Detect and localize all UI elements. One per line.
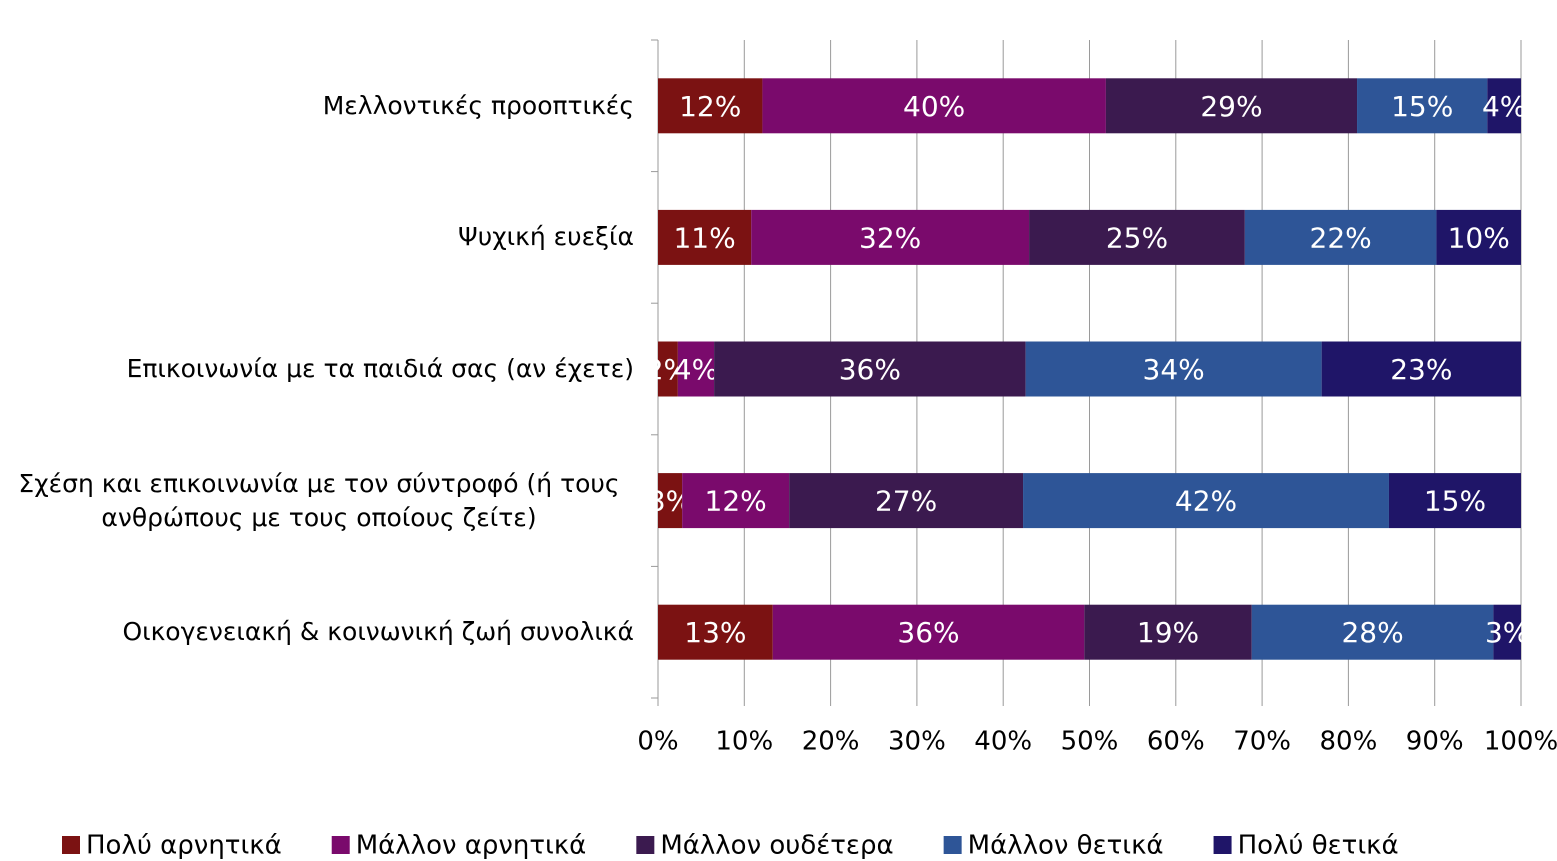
- x-tick-label: 80%: [1320, 727, 1378, 757]
- x-tick-label: 40%: [974, 727, 1032, 757]
- x-tick-label: 90%: [1406, 727, 1464, 757]
- bar-segment: [1029, 209, 1245, 265]
- data-label: 13%: [684, 616, 746, 649]
- data-label: 22%: [1310, 221, 1372, 254]
- x-tick-label: 70%: [1233, 727, 1291, 757]
- bar-segment: [1357, 78, 1488, 134]
- bar-segment: [751, 209, 1030, 265]
- data-label: 40%: [903, 90, 965, 123]
- data-label: 19%: [1137, 616, 1199, 649]
- x-tick-label: 100%: [1484, 727, 1557, 757]
- y-tick-label: Σχέση και επικοινωνία με τον σύντροφό (ή…: [18, 468, 620, 532]
- bar-segment: [772, 604, 1085, 660]
- legend-swatch: [1213, 836, 1232, 854]
- data-label: 34%: [1143, 353, 1205, 386]
- legend-swatch: [62, 836, 80, 854]
- data-label: 23%: [1390, 353, 1452, 386]
- bar-segment: [658, 78, 763, 134]
- x-tick-label: 0%: [637, 727, 678, 757]
- data-label: 10%: [1448, 221, 1510, 254]
- data-label: 3%: [1485, 616, 1529, 649]
- legend-label: Μάλλον θετικά: [968, 831, 1164, 861]
- bar-segment: [658, 209, 752, 265]
- data-label: 15%: [1391, 90, 1453, 123]
- data-label: 29%: [1200, 90, 1262, 123]
- legend-label: Πολύ θετικά: [1238, 831, 1399, 861]
- bar-segment: [1487, 78, 1521, 134]
- data-label: 28%: [1341, 616, 1403, 649]
- bar-segment: [1084, 604, 1252, 660]
- bar-segment: [1388, 473, 1521, 529]
- x-tick-label: 10%: [715, 727, 773, 757]
- y-tick-label: Οικογενειακή & κοινωνική ζωή συνολικά: [122, 617, 634, 647]
- bar-segment: [677, 341, 715, 397]
- bar-segment: [658, 341, 678, 397]
- data-label: 25%: [1106, 221, 1168, 254]
- legend-swatch: [943, 836, 962, 854]
- bar-segment: [682, 473, 790, 529]
- legend-label: Πολύ αρνητικά: [86, 831, 282, 861]
- x-tick-label: 50%: [1061, 727, 1119, 757]
- bar-segment: [1251, 604, 1494, 660]
- legend-label: Μάλλον ουδέτερα: [660, 831, 893, 861]
- legend-swatch: [331, 836, 350, 854]
- data-label: 12%: [679, 90, 741, 123]
- bar-segment: [714, 341, 1026, 397]
- bar-segment: [1105, 78, 1358, 134]
- x-tick-label: 20%: [802, 727, 860, 757]
- bar-segment: [1493, 604, 1521, 660]
- bar-segment: [1436, 209, 1521, 265]
- bar-segment: [658, 604, 773, 660]
- bar-segment: [1025, 341, 1322, 397]
- bar-segment: [1244, 209, 1437, 265]
- x-tick-label: 30%: [888, 727, 946, 757]
- bar-segment: [762, 78, 1106, 134]
- bar-segment: [789, 473, 1024, 529]
- bar-segment: [658, 473, 683, 529]
- data-label: 4%: [674, 353, 718, 386]
- y-tick-label: Μελλοντικές προοπτικές: [322, 90, 634, 120]
- y-tick-label: Ψυχική ευεξία: [458, 222, 634, 252]
- data-label: 11%: [673, 221, 735, 254]
- data-label: 27%: [875, 485, 937, 518]
- data-label: 4%: [1482, 90, 1526, 123]
- y-tick-label: Επικοινωνία με τα παιδιά σας (αν έχετε): [126, 354, 634, 383]
- data-label: 12%: [705, 485, 767, 518]
- data-label: 15%: [1424, 485, 1486, 518]
- data-label: 42%: [1175, 485, 1237, 518]
- data-label: 32%: [859, 221, 921, 254]
- x-tick-label: 60%: [1147, 727, 1205, 757]
- bar-segment: [1023, 473, 1389, 529]
- bar-segment: [1321, 341, 1521, 397]
- legend-label: Μάλλον αρνητικά: [356, 831, 587, 861]
- data-label: 36%: [897, 616, 959, 649]
- legend-swatch: [636, 836, 655, 854]
- data-label: 36%: [839, 353, 901, 386]
